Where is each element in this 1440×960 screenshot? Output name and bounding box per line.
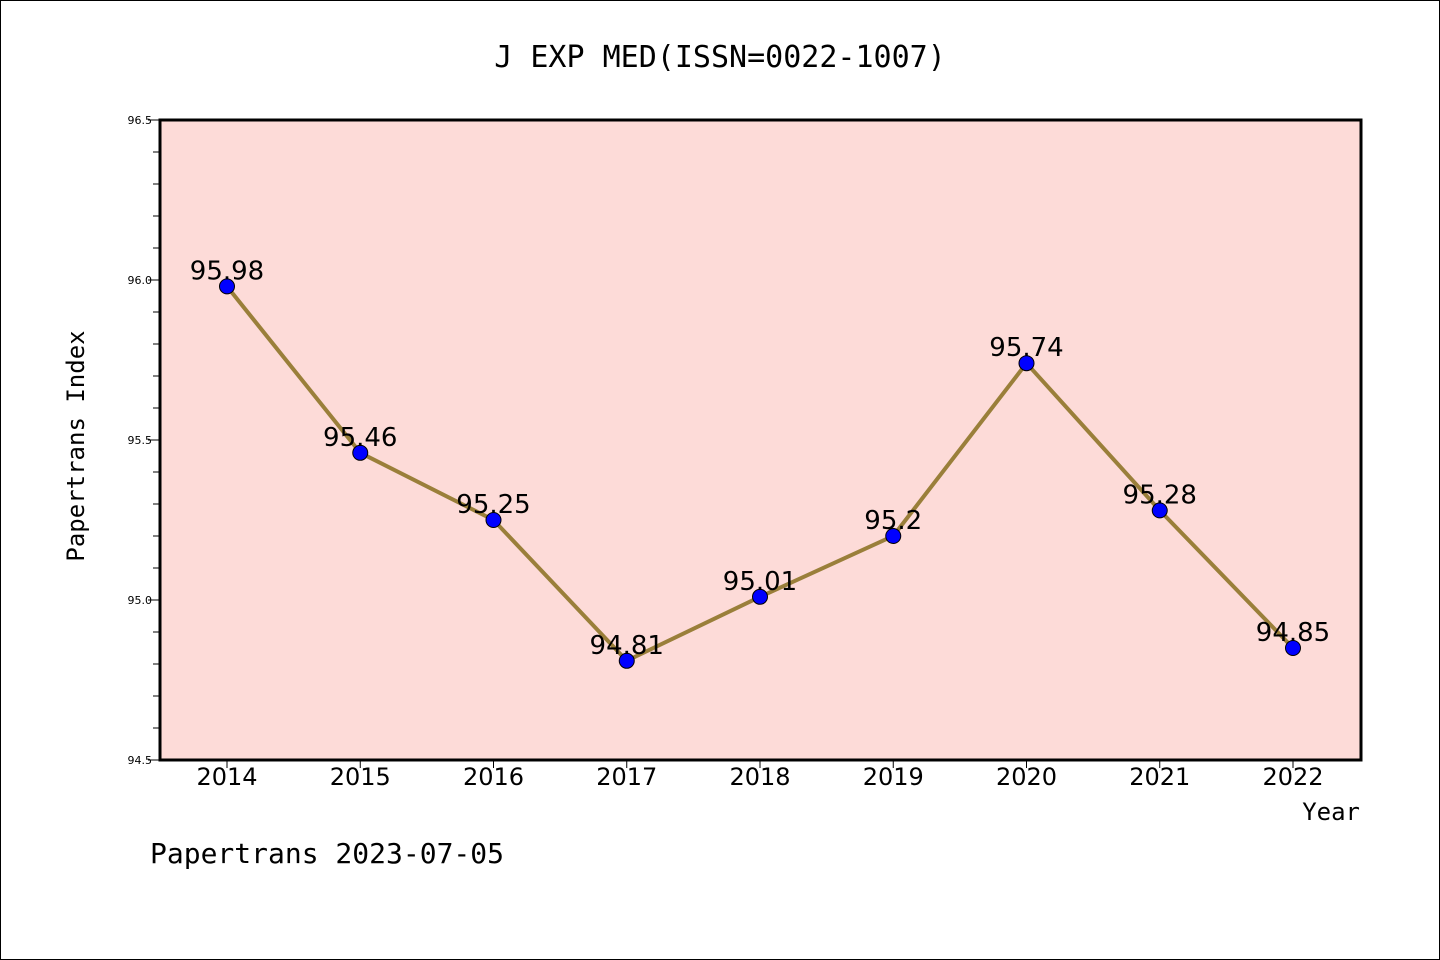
x-tick-label: 2014 [196, 763, 257, 791]
y-axis-label: Papertrans Index [62, 330, 90, 561]
x-tick-label: 2019 [863, 763, 924, 791]
data-point [1151, 502, 1168, 519]
footer-text: Papertrans 2023-07-05 [150, 837, 504, 870]
data-point [752, 588, 768, 605]
x-axis-label: Year [1302, 798, 1360, 826]
data-point [1018, 355, 1035, 372]
y-tick-label: 96.5 [128, 114, 153, 127]
y-tick-label: 95.5 [128, 434, 153, 447]
data-labels: 95.98 95.46 95.25 94.81 95.01 95.2 95.74 95.28 9… [190, 256, 1330, 660]
y-tick-label: 95.0 [128, 594, 153, 607]
x-tick-label: 2021 [1129, 763, 1190, 791]
x-tick-label: 2017 [596, 763, 657, 791]
y-tick-label: 96.0 [128, 274, 153, 287]
data-label: 94.81 [590, 631, 664, 661]
chart-title: J EXP MED(ISSN=0022-1007) [494, 40, 946, 75]
data-point [1285, 640, 1301, 656]
x-tick-label: 2020 [996, 763, 1057, 791]
data-point [352, 444, 369, 461]
data-point [485, 512, 502, 528]
x-tick-label: 2022 [1262, 763, 1323, 791]
data-label: 95.28 [1123, 480, 1197, 510]
y-axis: 94.5 95.0 95.5 96.0 96.5 [128, 114, 160, 767]
data-label: 95.98 [190, 256, 264, 286]
data-label: 95.46 [323, 423, 397, 453]
y-tick-label: 94.5 [128, 754, 153, 767]
data-point [885, 528, 902, 544]
data-label: 94.85 [1256, 618, 1330, 648]
data-label: 95.25 [456, 490, 530, 520]
data-point [219, 278, 235, 295]
x-tick-label: 2015 [330, 763, 391, 791]
data-label: 95.74 [989, 333, 1063, 363]
data-point [618, 652, 635, 669]
data-label: 95.01 [723, 567, 797, 597]
series-markers [219, 278, 1301, 669]
x-tick-label: 2016 [463, 763, 524, 791]
plot-area [158, 118, 1363, 762]
x-axis: 2014 2015 2016 2017 2018 2019 2020 2021 2022 [196, 760, 1324, 791]
x-tick-label: 2018 [729, 763, 790, 791]
data-label: 95.2 [864, 506, 922, 536]
